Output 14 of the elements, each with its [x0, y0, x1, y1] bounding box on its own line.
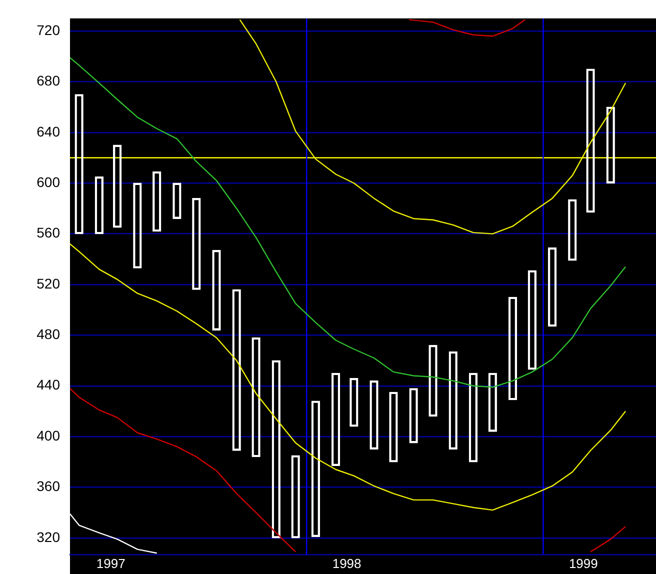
y-tick-label: 440	[36, 376, 60, 393]
x-tick-label: 1997	[96, 556, 126, 571]
y-tick-label: 480	[36, 326, 60, 342]
y-tick-label: 360	[36, 478, 60, 494]
y-tick-label: 520	[36, 275, 60, 292]
y-tick-label: 600	[36, 174, 60, 190]
y-tick-label: 680	[36, 72, 60, 89]
x-tick-label: 1998	[332, 556, 362, 571]
y-tick-label: 640	[36, 123, 60, 140]
y-tick-label: 400	[36, 427, 60, 444]
y-tick-label: 320	[36, 528, 60, 545]
x-tick-label: 1999	[568, 556, 598, 571]
y-tick-label: 560	[36, 224, 60, 241]
y-tick-label: 720	[36, 22, 60, 38]
